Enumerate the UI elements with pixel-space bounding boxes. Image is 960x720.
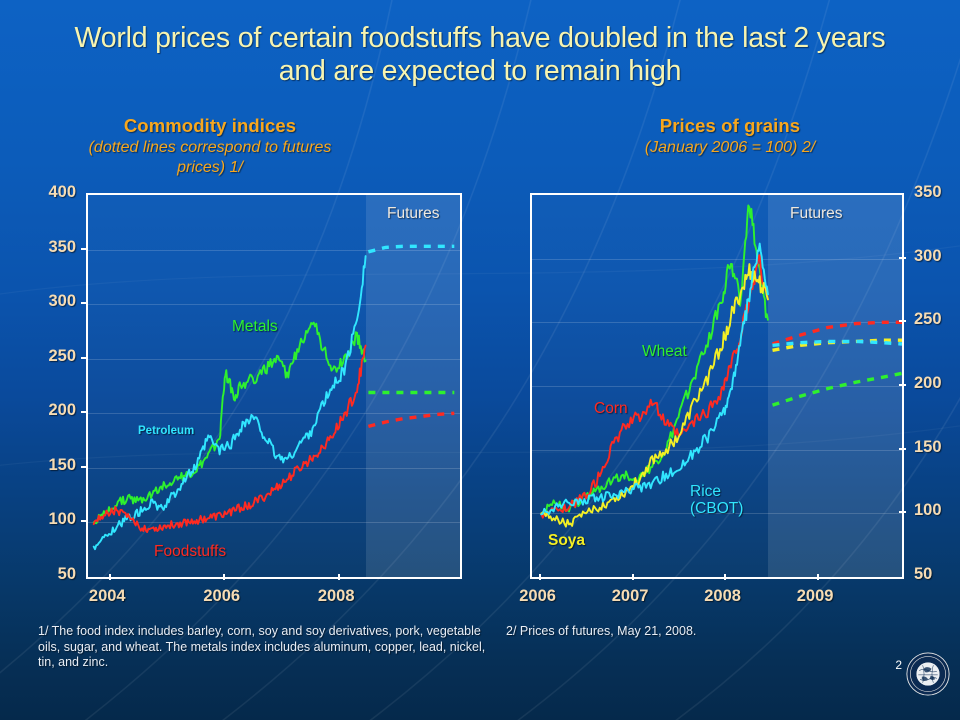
gridline	[88, 413, 460, 415]
x-axis-tick-mark	[108, 574, 111, 580]
y-axis-tick-mark	[899, 447, 906, 450]
gridline	[532, 513, 902, 515]
y-axis-tick-label: 50	[57, 565, 76, 583]
futures-label-right: Futures	[790, 205, 843, 222]
y-axis-tick-mark	[899, 320, 906, 323]
futures-dotted-rice-cbot	[772, 339, 902, 347]
x-axis-tick-label: 2006	[519, 587, 556, 605]
commodity-indices-chart: Futures Metals Petroleum Foodstuffs	[86, 193, 462, 579]
y-axis-tick-mark	[899, 256, 906, 259]
series-label-rice-line-1: Rice	[690, 483, 722, 500]
gridline	[88, 522, 460, 524]
futures-dotted-foodstuffs	[367, 411, 455, 429]
title-line-1: World prices of certain foodstuffs have …	[74, 22, 886, 54]
y-axis-tick-label: 350	[914, 183, 942, 201]
gridline	[532, 386, 902, 387]
left-panel-title: Commodity indices	[123, 115, 297, 136]
y-axis-tick-label: 200	[914, 374, 942, 392]
gridline	[88, 304, 460, 306]
series-line-foodstuffs	[92, 344, 367, 534]
series-line-metals	[92, 321, 367, 525]
left-panel-subtitle-line-2: prices) 1/	[177, 159, 243, 176]
y-axis-tick-mark	[81, 302, 88, 305]
x-axis-tick-label: 2004	[88, 587, 126, 605]
series-label-soya: Soya	[548, 532, 586, 549]
y-axis-tick-label: 50	[914, 565, 933, 583]
y-axis-tick-mark	[81, 520, 88, 523]
series-label-rice-line-2: (CBOT)	[690, 500, 744, 517]
x-axis-tick-mark	[816, 574, 819, 580]
y-axis-tick-label: 150	[48, 455, 76, 474]
y-axis-tick-label: 250	[48, 346, 76, 365]
y-axis-tick-label: 100	[48, 510, 76, 529]
y-axis-tick-mark	[899, 511, 906, 514]
x-axis-tick-mark	[223, 574, 226, 580]
y-axis-tick-mark	[899, 384, 906, 386]
y-axis-tick-label: 300	[914, 246, 942, 265]
series-line-petroleum	[92, 255, 367, 551]
page-number: 2	[895, 658, 902, 672]
x-axis-tick-label: 2008	[317, 587, 355, 605]
futures-shaded-band-left	[365, 195, 460, 577]
x-axis-tick-label: 2007	[611, 587, 649, 605]
x-axis-tick-mark	[631, 574, 634, 580]
page-title: World prices of certain foodstuffs have …	[0, 22, 960, 88]
futures-dotted-corn	[771, 320, 902, 346]
series-label-foodstuffs: Foodstuffs	[154, 543, 227, 560]
y-axis-tick-mark	[81, 356, 88, 359]
x-axis-tick-mark	[337, 574, 340, 580]
left-panel-subtitle-line-1: (dotted lines correspond to futures	[88, 139, 332, 156]
futures-dotted-soya	[772, 338, 902, 352]
y-axis-tick-mark	[81, 411, 88, 414]
x-axis-tick-label: 2009	[796, 587, 834, 605]
series-label-metals: Metals	[232, 318, 278, 335]
series-line-soya	[540, 263, 769, 528]
commodity-indices-series	[92, 244, 455, 551]
series-label-rice: Rice (CBOT)	[690, 483, 743, 517]
x-axis-tick-mark	[724, 574, 727, 580]
gridline	[532, 449, 902, 451]
x-axis-tick-label: 2008	[704, 587, 741, 605]
gridline	[532, 258, 902, 260]
x-axis-tick-label: 2006	[203, 587, 241, 605]
right-panel-title: Prices of grains	[659, 115, 801, 136]
left-panel-subtitle: (dotted lines correspond to futures pric…	[0, 138, 420, 178]
series-label-wheat: Wheat	[642, 343, 687, 360]
y-axis-tick-label: 350	[48, 237, 76, 256]
series-label-corn: Corn	[594, 400, 628, 417]
y-axis-tick-mark	[81, 247, 88, 250]
footnote-2: 2/ Prices of futures, May 21, 2008.	[506, 624, 697, 638]
prices-of-grains-chart: Futures Wheat Corn Rice (CBOT) Soya	[530, 193, 904, 579]
left-panel-header: Commodity indices (dotted lines correspo…	[0, 115, 420, 178]
y-axis-tick-label: 100	[914, 501, 942, 520]
x-axis-tick-mark	[539, 574, 542, 580]
y-axis-tick-mark	[81, 465, 88, 468]
series-label-petroleum: Petroleum	[138, 425, 195, 437]
y-axis-tick-label: 150	[914, 437, 942, 456]
imf-seal-logo	[906, 652, 950, 696]
y-axis-tick-label: 300	[48, 292, 76, 311]
futures-label-left: Futures	[387, 205, 440, 222]
futures-dotted-petroleum	[367, 244, 455, 254]
futures-shaded-band-right	[767, 195, 902, 577]
y-axis-tick-label: 200	[48, 401, 76, 420]
gridline	[88, 467, 460, 469]
footnote-1: 1/ The food index includes barley, corn,…	[38, 624, 486, 669]
gridline	[532, 322, 902, 324]
y-axis-tick-label: 250	[914, 310, 942, 329]
right-panel-subtitle: (January 2006 = 100) 2/	[644, 139, 816, 156]
series-line-rice-cbot	[540, 242, 769, 516]
right-panel-header: Prices of grains (January 2006 = 100) 2/	[520, 115, 940, 158]
title-line-2: and are expected to remain high	[278, 55, 682, 87]
y-axis-tick-label: 400	[48, 183, 76, 201]
gridline	[88, 249, 460, 251]
futures-dotted-wheat	[771, 371, 902, 407]
prices-of-grains-series	[540, 204, 902, 528]
